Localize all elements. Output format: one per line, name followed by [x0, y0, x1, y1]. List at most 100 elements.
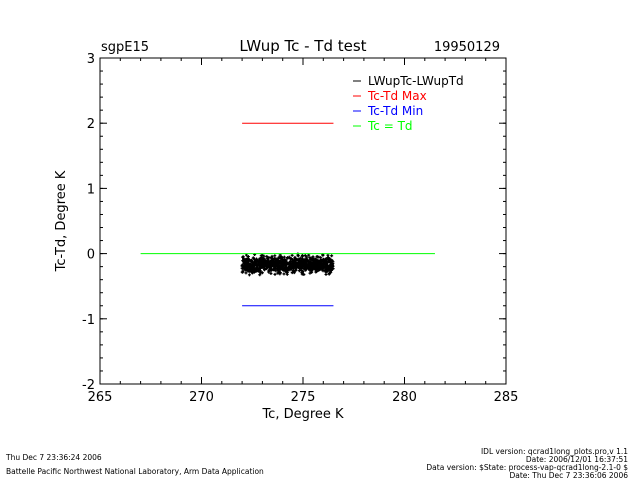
data-point [244, 259, 248, 263]
data-point [322, 265, 326, 269]
footer-run-date: Date: Thu Dec 7 23:36:06 2006 [509, 471, 628, 480]
data-point [322, 262, 326, 266]
data-point [242, 257, 246, 261]
date-label: 19950129 [434, 40, 500, 55]
data-point [319, 256, 323, 260]
data-point [260, 253, 264, 257]
data-point [283, 268, 287, 272]
data-point [294, 268, 298, 272]
data-point [241, 255, 245, 259]
data-point [271, 262, 275, 266]
data-point [307, 267, 311, 271]
x-tick-label: 265 [88, 390, 113, 405]
data-point [311, 263, 315, 267]
site-label: sgpE15 [101, 40, 149, 55]
data-point [244, 267, 248, 271]
data-point [324, 272, 328, 276]
data-point [261, 265, 265, 269]
legend-label: Tc-Td Max [367, 89, 427, 103]
data-point [323, 261, 327, 265]
data-point [248, 259, 252, 263]
data-point [241, 270, 245, 274]
data-point [309, 268, 313, 272]
data-point [279, 261, 283, 265]
data-point [327, 268, 331, 272]
data-point [304, 265, 308, 269]
data-point [260, 256, 264, 260]
data-point [295, 264, 299, 268]
data-point [255, 266, 259, 270]
data-point [282, 272, 286, 276]
data-point [282, 255, 286, 259]
data-point [269, 267, 273, 271]
data-point [257, 267, 261, 271]
data-point [307, 253, 311, 257]
data-point [251, 268, 255, 272]
data-point [289, 262, 293, 266]
x-tick-label: 285 [494, 390, 519, 405]
data-point [278, 267, 282, 271]
data-point [324, 267, 328, 271]
data-point [246, 255, 250, 259]
data-point [267, 269, 271, 273]
data-point [269, 265, 273, 269]
x-tick-label: 270 [189, 390, 214, 405]
data-point [298, 261, 302, 265]
data-point [330, 254, 334, 258]
data-point [258, 264, 262, 268]
data-point [259, 271, 263, 275]
data-point [325, 263, 329, 267]
data-point [300, 266, 304, 270]
data-point [305, 257, 309, 261]
data-point [308, 271, 312, 275]
data-point [293, 255, 297, 259]
data-point [241, 259, 245, 263]
legend-label: LWupTc-LWupTd [368, 74, 464, 88]
data-point [253, 260, 257, 263]
data-point [273, 267, 277, 271]
data-point [323, 257, 327, 261]
scatter-series [240, 252, 335, 277]
data-point [317, 262, 321, 266]
data-point [258, 273, 262, 277]
y-tick-label: 2 [87, 117, 95, 132]
data-point [256, 259, 260, 263]
footer-lab: Battelle Pacific Northwest National Labo… [6, 467, 264, 476]
data-point [320, 264, 324, 268]
data-point [296, 261, 300, 265]
data-point [304, 268, 308, 272]
data-point [262, 256, 266, 260]
data-point [327, 258, 331, 262]
data-point [324, 270, 328, 274]
footer-data-version: Data version: $State: process-vap-qcrad1… [426, 463, 628, 472]
data-point [299, 256, 303, 260]
data-point [286, 266, 290, 270]
data-point [252, 265, 256, 269]
data-point [327, 272, 331, 276]
data-point [246, 269, 250, 273]
data-point [243, 264, 247, 268]
data-point [263, 262, 267, 266]
data-point [273, 272, 277, 276]
data-point [287, 262, 291, 266]
data-point [256, 263, 260, 267]
data-point [269, 272, 273, 276]
data-point [314, 267, 318, 271]
data-point [270, 256, 274, 260]
data-point [290, 264, 294, 268]
data-point [308, 264, 312, 268]
data-point [300, 254, 304, 258]
data-point [273, 262, 277, 266]
footer-date: Date: 2006/12/01 16:37:51 [525, 455, 628, 464]
data-point [284, 264, 288, 268]
y-tick-label: 1 [87, 182, 95, 197]
footer-idl-version: IDL version: qcrad1long_plots.pro,v 1.1 [480, 447, 628, 456]
data-point [265, 259, 269, 263]
data-point [288, 257, 292, 261]
data-point [290, 271, 294, 275]
data-point [240, 263, 244, 267]
data-point [277, 270, 281, 274]
y-tick-label: -1 [82, 313, 95, 328]
